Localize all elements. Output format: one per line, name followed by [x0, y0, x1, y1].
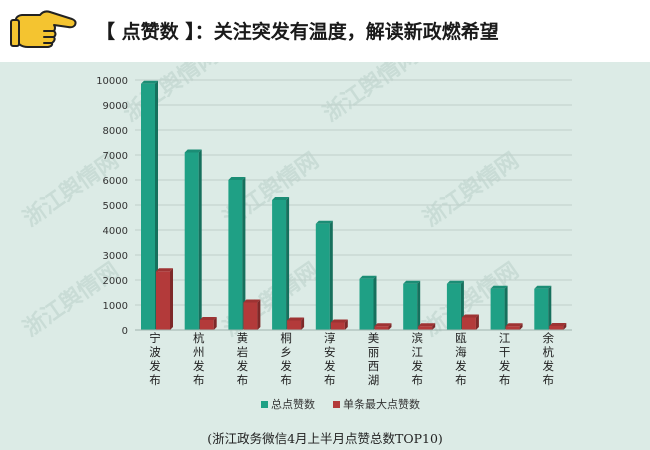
- bar-side: [170, 268, 173, 330]
- page-title: 【 点赞数 】：关注突发有温度，解读新政燃希望: [96, 21, 499, 43]
- bar-top: [359, 275, 377, 279]
- bar-top: [199, 317, 217, 320]
- bar-top: [287, 317, 305, 321]
- bar: [315, 223, 330, 330]
- y-tick-label: 0: [122, 326, 128, 337]
- legend-label: 单条最大点赞数: [343, 397, 420, 411]
- y-tick-label: 7000: [103, 151, 128, 162]
- bar-side: [475, 314, 479, 330]
- bar: [156, 271, 170, 330]
- y-axis: 0 1000 2000 3000 4000 5000 6000 7000 8000 9000 100…: [96, 76, 128, 337]
- header: 【 点赞数 】：关注突发有温度，解读新政燃希望: [0, 0, 650, 62]
- bar: [330, 322, 345, 330]
- bar-side: [155, 80, 158, 330]
- watermark-text: 浙江舆情网: [119, 62, 224, 127]
- bar-side: [344, 319, 348, 330]
- bar-top: [330, 319, 348, 323]
- y-tick-label: 9000: [103, 101, 128, 112]
- bar-top: [374, 323, 392, 327]
- y-tick-label: 10000: [96, 76, 128, 87]
- y-tick-label: 5000: [103, 201, 128, 212]
- bar-top: [403, 280, 421, 284]
- bar: [534, 288, 549, 330]
- bar: [184, 152, 199, 330]
- bar-side: [373, 275, 377, 330]
- bar-side: [519, 323, 523, 330]
- bar: [490, 288, 505, 330]
- watermark-text: 浙江舆情网: [19, 258, 124, 342]
- bar-top: [156, 268, 173, 272]
- y-tick-label: 4000: [103, 226, 128, 237]
- x-tick-label: 宁波发布: [149, 331, 161, 387]
- bar-top: [184, 149, 202, 153]
- legend-swatch: [333, 401, 340, 408]
- bar-top: [243, 299, 261, 303]
- x-tick-label: 淳安发布: [324, 331, 336, 387]
- bar: [272, 200, 287, 330]
- chart-caption: (浙江政务微信4月上半月点赞总数TOP10): [207, 431, 443, 446]
- bar-top: [418, 323, 436, 327]
- x-axis: 宁波发布 杭州发布 黄岩发布 桐乡发布 淳安发布 美丽西湖 滨江发布 瓯海发布 江干发布 余杭发布: [135, 329, 572, 387]
- x-tick-label: 杭州发布: [193, 331, 205, 387]
- bar-side: [548, 285, 552, 330]
- x-tick-label: 黄岩发布: [237, 331, 249, 387]
- watermark-text: 浙江舆情网: [419, 148, 524, 232]
- bar-side: [504, 285, 508, 330]
- bar-side: [417, 280, 421, 330]
- bar-side: [213, 317, 217, 330]
- bar-top: [446, 280, 464, 284]
- bar-side: [388, 323, 392, 330]
- bar-side: [329, 220, 333, 330]
- bar: [461, 317, 476, 330]
- bar: [141, 83, 155, 330]
- pointing-hand-icon: [10, 10, 77, 48]
- watermark-text: 浙江舆情网: [319, 62, 424, 127]
- bar-top: [272, 197, 290, 200]
- bar: [228, 180, 243, 330]
- bar: [549, 326, 564, 330]
- bar-side: [198, 149, 202, 330]
- bar-side: [286, 197, 290, 330]
- bar: [374, 326, 389, 330]
- bars: [141, 80, 567, 330]
- x-tick-label: 江干发布: [499, 331, 511, 387]
- x-tick-label: 滨江发布: [411, 331, 423, 387]
- bar: [287, 320, 302, 330]
- x-tick-label: 桐乡发布: [280, 331, 292, 387]
- bar: [505, 326, 520, 330]
- y-tick-label: 3000: [103, 251, 128, 262]
- legend-label: 总点赞数: [271, 397, 315, 411]
- bar-top: [315, 220, 333, 224]
- x-tick-label: 瓯海发布: [455, 331, 467, 387]
- x-tick-label: 余杭发布: [543, 331, 555, 387]
- y-tick-label: 8000: [103, 126, 128, 137]
- bar-top: [461, 314, 479, 318]
- bar-side: [301, 317, 305, 330]
- bar-top: [228, 177, 246, 180]
- bar: [243, 302, 258, 330]
- bar-top: [505, 323, 523, 327]
- bar-top: [490, 285, 508, 289]
- legend-swatch: [261, 401, 268, 408]
- y-tick-label: 2000: [103, 276, 128, 287]
- bar-side: [563, 323, 567, 330]
- bar-side: [242, 177, 246, 330]
- legend: 总点赞数 单条最大点赞数: [261, 397, 420, 411]
- bar: [446, 283, 461, 330]
- bar-side: [257, 299, 261, 330]
- y-tick-label: 6000: [103, 176, 128, 187]
- bar-top: [141, 80, 158, 84]
- bar: [359, 278, 374, 330]
- bar-side: [432, 323, 436, 330]
- bar: [418, 326, 433, 330]
- y-tick-label: 1000: [103, 301, 128, 312]
- bar-top: [549, 323, 567, 326]
- bar: [199, 320, 214, 330]
- bar-top: [534, 285, 552, 289]
- bar: [403, 283, 418, 330]
- x-tick-label: 美丽西湖: [368, 331, 380, 387]
